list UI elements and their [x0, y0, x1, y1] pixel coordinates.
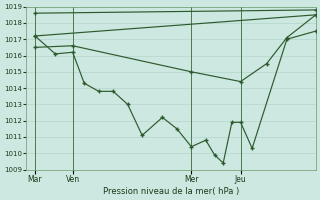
X-axis label: Pression niveau de la mer( hPa ): Pression niveau de la mer( hPa ) — [103, 187, 239, 196]
